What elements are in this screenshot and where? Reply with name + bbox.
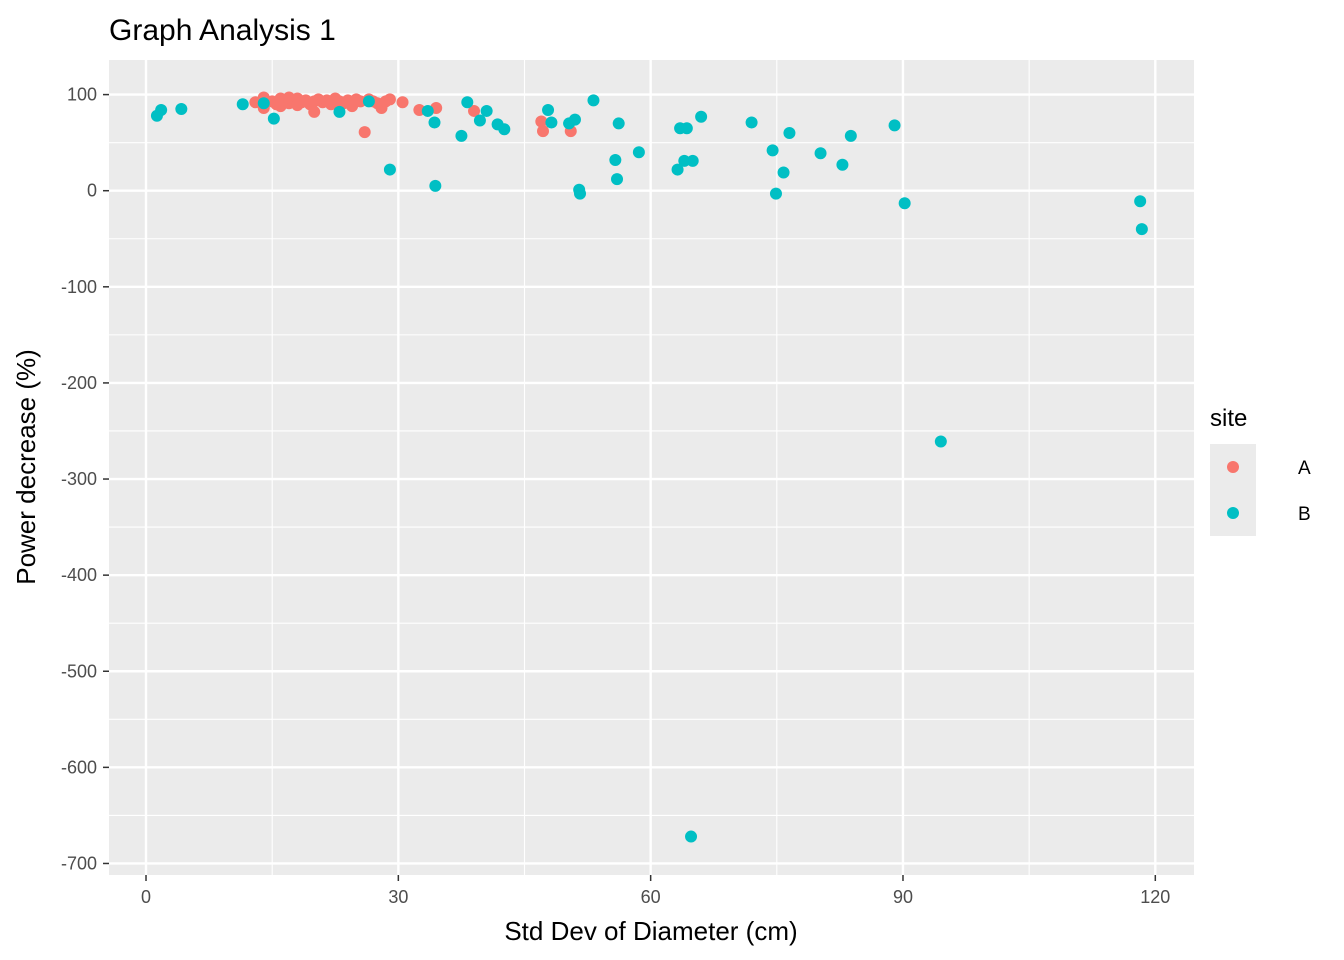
- y-tick-label: -300: [61, 469, 97, 489]
- data-point-site-b: [632, 146, 645, 159]
- data-point-site-b: [155, 103, 168, 116]
- data-point-site-b: [844, 129, 857, 142]
- y-tick-label: 0: [87, 181, 97, 201]
- data-point-site-b: [383, 163, 396, 176]
- data-point-site-b: [609, 153, 622, 166]
- data-point-site-b: [783, 127, 796, 140]
- data-point-site-b: [498, 123, 511, 136]
- y-tick-label: -200: [61, 373, 97, 393]
- data-point-site-b: [257, 97, 270, 110]
- legend-key-a-dot: [1227, 461, 1239, 473]
- legend-label-b: B: [1298, 504, 1311, 525]
- data-point-site-b: [175, 103, 188, 116]
- data-point-site-b: [766, 144, 779, 157]
- data-point-site-b: [671, 163, 684, 176]
- data-point-site-b: [695, 110, 708, 123]
- data-point-site-a: [535, 115, 548, 128]
- data-point-site-a: [468, 104, 481, 117]
- y-tick-label: -600: [61, 757, 97, 777]
- data-point-site-b: [568, 113, 581, 126]
- data-point-site-b: [769, 187, 782, 200]
- legend: site A B: [1210, 405, 1311, 536]
- data-point-site-b: [362, 95, 375, 108]
- legend-key-b-dot: [1227, 507, 1239, 519]
- data-point-site-a: [396, 96, 409, 109]
- data-point-site-b: [480, 104, 493, 117]
- data-point-site-b: [612, 117, 625, 130]
- y-tick-label: -100: [61, 277, 97, 297]
- chart-title: Graph Analysis 1: [109, 14, 336, 47]
- data-point-site-b: [745, 116, 758, 129]
- y-tick-label: -700: [61, 853, 97, 873]
- y-tick-label: 100: [67, 85, 97, 105]
- data-point-site-b: [686, 154, 699, 167]
- y-tick-label: -500: [61, 661, 97, 681]
- data-point-site-b: [421, 104, 434, 117]
- data-point-site-b: [236, 98, 249, 111]
- x-axis-title: Std Dev of Diameter (cm): [504, 916, 797, 946]
- data-points: [150, 91, 1148, 843]
- data-point-site-b: [267, 112, 280, 125]
- data-point-site-b: [455, 129, 468, 142]
- data-point-site-b: [429, 179, 442, 192]
- legend-title: site: [1210, 405, 1247, 432]
- data-point-site-b: [574, 187, 587, 200]
- data-point-site-b: [814, 147, 827, 160]
- data-point-site-b: [888, 119, 901, 132]
- x-tick-label: 90: [893, 887, 913, 907]
- data-point-site-a: [308, 105, 321, 118]
- data-point-site-a: [537, 125, 549, 138]
- axis-ticks: 0 30 60 90 120 100 0 -100 -200 -300 -400 -500 -600 -7…: [61, 85, 1170, 907]
- data-point-site-b: [678, 154, 691, 167]
- data-point-site-b: [611, 173, 624, 186]
- x-tick-label: 0: [141, 887, 151, 907]
- data-point-site-b: [461, 96, 474, 109]
- data-point-site-a: [383, 93, 396, 106]
- data-point-site-b: [934, 435, 947, 448]
- data-point-site-b: [587, 94, 600, 107]
- data-point-site-a: [358, 126, 371, 139]
- y-tick-label: -400: [61, 565, 97, 585]
- data-point-site-b: [680, 122, 693, 135]
- data-point-site-b: [777, 166, 790, 179]
- data-point-site-b: [1134, 195, 1147, 208]
- data-point-site-b: [685, 830, 698, 843]
- data-point-site-b: [542, 103, 555, 116]
- data-point-site-b: [545, 116, 558, 129]
- x-tick-label: 120: [1140, 887, 1170, 907]
- y-axis-title: Power decrease (%): [11, 349, 41, 585]
- x-tick-label: 60: [641, 887, 661, 907]
- data-point-site-b: [836, 158, 849, 171]
- data-point-site-b: [898, 197, 911, 210]
- data-point-site-b: [1135, 223, 1148, 236]
- legend-label-a: A: [1298, 458, 1311, 479]
- data-point-site-b: [428, 116, 441, 129]
- data-point-site-b: [333, 105, 346, 118]
- data-point-site-b: [473, 114, 486, 127]
- x-tick-label: 30: [388, 887, 408, 907]
